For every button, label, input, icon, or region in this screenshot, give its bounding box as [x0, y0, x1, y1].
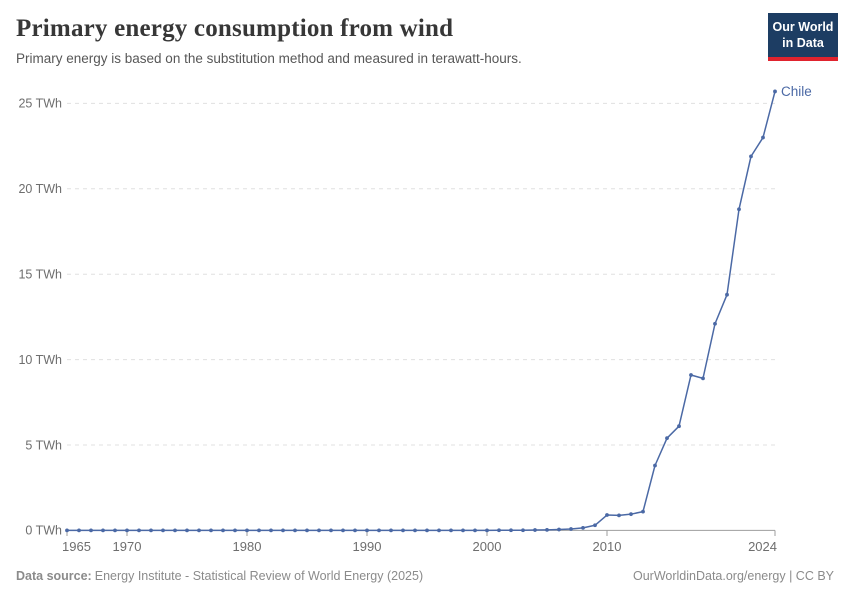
data-point [197, 528, 201, 533]
data-point [677, 424, 681, 429]
owid-logo-line2: in Data [782, 36, 824, 51]
chart-footer: Data source: Energy Institute - Statistic… [16, 569, 834, 583]
y-tick-label: 20 TWh [18, 182, 62, 196]
data-source: Data source: Energy Institute - Statistic… [16, 569, 423, 583]
data-point [209, 528, 213, 533]
y-tick-label: 25 TWh [18, 97, 62, 111]
data-point [665, 436, 669, 441]
data-point [305, 528, 309, 533]
owid-logo: Our World in Data [768, 13, 838, 61]
x-tick-label: 1970 [113, 539, 142, 554]
data-point [497, 528, 501, 533]
owid-logo-line1: Our World [772, 20, 834, 34]
y-tick-label: 10 TWh [18, 353, 62, 367]
data-point [149, 528, 153, 533]
y-tick-label: 15 TWh [18, 268, 62, 282]
data-point [401, 528, 405, 533]
data-point [473, 528, 477, 533]
data-point [173, 528, 177, 533]
data-point [137, 528, 141, 533]
data-point [365, 528, 369, 533]
data-point [353, 528, 357, 533]
x-tick-label: 2024 [748, 539, 777, 554]
data-point [125, 528, 129, 533]
data-point [725, 292, 729, 297]
data-point [245, 528, 249, 533]
data-point [161, 528, 165, 533]
data-point [389, 528, 393, 533]
x-tick-label: 2010 [593, 539, 622, 554]
data-point [689, 373, 693, 377]
y-tick-label: 5 TWh [25, 438, 62, 452]
data-point [593, 523, 597, 528]
data-point [701, 376, 705, 381]
data-point [545, 527, 549, 532]
y-tick-label: 0 TWh [25, 524, 62, 538]
chart-subtitle: Primary energy is based on the substitut… [16, 51, 522, 66]
data-point [581, 525, 585, 530]
data-point [617, 513, 621, 518]
data-point [413, 528, 417, 533]
data-point [377, 528, 381, 533]
data-point [101, 528, 105, 533]
data-point [737, 207, 741, 212]
data-point [509, 528, 513, 533]
data-point [341, 528, 345, 533]
entity-label: Chile [781, 84, 812, 99]
data-point [485, 528, 489, 533]
data-point [605, 513, 609, 517]
data-point [65, 528, 69, 533]
data-point [749, 154, 753, 159]
data-point [653, 463, 657, 468]
data-point [257, 528, 261, 533]
data-point [629, 512, 633, 517]
x-tick-label: 1990 [353, 539, 382, 554]
data-point [761, 135, 765, 140]
wind-consumption-line [67, 91, 776, 532]
data-point [533, 528, 537, 532]
data-point [269, 528, 273, 533]
data-point [557, 527, 561, 532]
data-point [233, 528, 237, 533]
page-title: Primary energy consumption from wind [16, 15, 454, 42]
data-point [113, 528, 117, 533]
x-tick-label: 1965 [62, 539, 91, 554]
data-point [293, 528, 297, 533]
x-tick-label: 1980 [233, 539, 262, 554]
data-point [425, 528, 429, 533]
x-tick-label: 2000 [473, 539, 502, 554]
data-point [281, 528, 285, 533]
data-point [317, 528, 321, 533]
data-point [221, 528, 225, 533]
data-point [461, 528, 465, 533]
data-point [77, 528, 81, 533]
data-point [521, 528, 525, 533]
data-point [449, 528, 453, 533]
data-point [437, 528, 441, 533]
data-point [773, 89, 777, 94]
license-text: OurWorldinData.org/energy | CC BY [632, 569, 834, 583]
data-point [641, 509, 645, 514]
data-point [569, 527, 573, 531]
data-source-text: Energy Institute - Statistical Review of… [94, 569, 424, 583]
data-point [713, 321, 717, 326]
data-point [89, 528, 93, 533]
data-source-label: Data source: [16, 569, 92, 583]
data-point [185, 528, 189, 533]
data-point [329, 528, 333, 533]
